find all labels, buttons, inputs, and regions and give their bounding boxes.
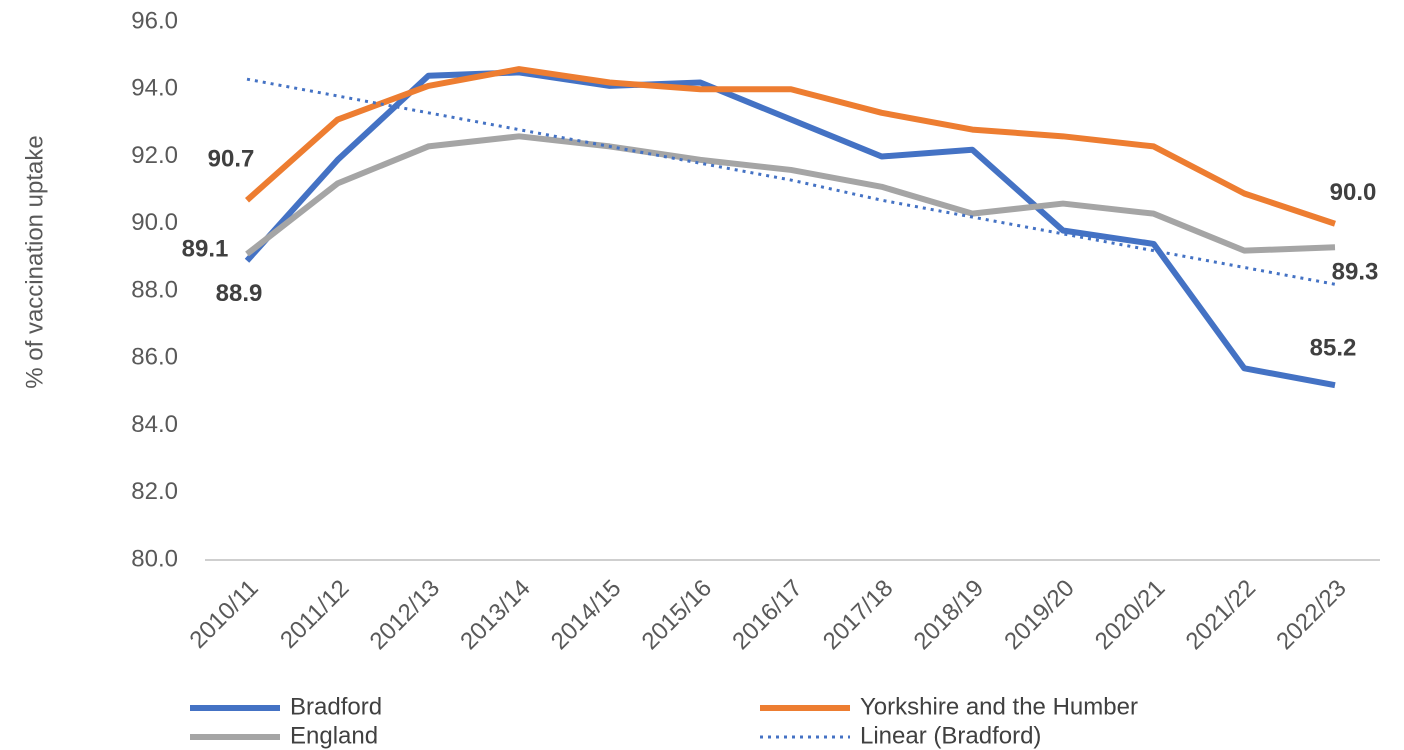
x-tick-label: 2020/21 [1090, 575, 1170, 655]
y-tick-label: 82.0 [131, 478, 178, 505]
y-axis-label: % of vaccination uptake [21, 135, 48, 389]
data-label: 90.7 [208, 146, 255, 173]
data-label: 90.0 [1330, 179, 1377, 206]
x-tick-label: 2021/22 [1181, 575, 1261, 655]
series-line [245, 66, 1336, 227]
x-tick-label: 2019/20 [999, 575, 1079, 655]
legend-label: Bradford [290, 693, 382, 720]
y-tick-label: 96.0 [131, 7, 178, 34]
x-tick-label: 2018/19 [909, 575, 989, 655]
x-tick-label: 2013/14 [455, 575, 535, 655]
x-tick-label: 2017/18 [818, 575, 898, 655]
data-label: 89.3 [1332, 259, 1379, 286]
x-tick-label: 2015/16 [637, 575, 717, 655]
data-label: 85.2 [1310, 334, 1357, 361]
y-tick-label: 92.0 [131, 142, 178, 169]
x-tick-label: 2011/12 [275, 575, 354, 654]
y-tick-label: 94.0 [131, 75, 178, 102]
data-label: 89.1 [182, 235, 229, 262]
x-tick-label: 2014/15 [546, 575, 626, 655]
data-label: 88.9 [216, 280, 263, 307]
x-tick-label: 2016/17 [727, 575, 807, 655]
y-tick-label: 84.0 [131, 411, 178, 438]
x-tick-label: 2012/13 [365, 575, 445, 655]
series-line [244, 69, 1336, 389]
trend-line [246, 77, 1336, 286]
series-line [245, 133, 1336, 257]
y-tick-label: 88.0 [131, 276, 178, 303]
y-tick-label: 90.0 [131, 209, 178, 236]
legend-label: England [290, 722, 378, 749]
legend-label: Yorkshire and the Humber [860, 693, 1138, 720]
y-tick-label: 80.0 [131, 545, 178, 572]
y-tick-label: 86.0 [131, 344, 178, 371]
x-tick-label: 2010/11 [185, 575, 264, 654]
legend-label: Linear (Bradford) [860, 722, 1041, 749]
x-tick-label: 2022/23 [1271, 575, 1351, 655]
